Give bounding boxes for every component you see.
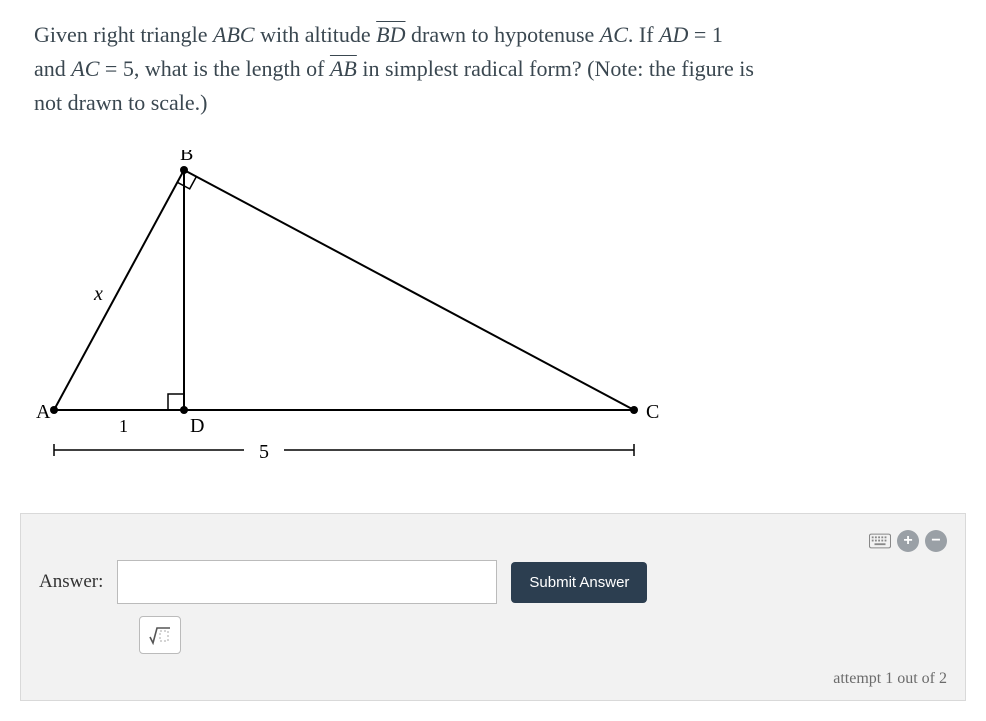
problem-card: Given right triangle ABC with altitude B… (0, 0, 986, 721)
text: and (34, 56, 71, 81)
svg-text:B: B (180, 150, 193, 165)
svg-text:C: C (646, 401, 659, 423)
zoom-out-icon[interactable]: − (925, 530, 947, 552)
triangle-figure: A B C Dx 1 5 (34, 150, 674, 480)
submit-answer-button[interactable]: Submit Answer (511, 562, 647, 603)
problem-statement: Given right triangle ABC with altitude B… (0, 0, 986, 130)
eq1-eq: = (688, 22, 711, 47)
hypotenuse-seg: AC (600, 22, 628, 47)
text: Given right triangle (34, 22, 213, 47)
altitude-seg: BD (376, 22, 405, 47)
text: not drawn to scale.) (34, 90, 208, 115)
answer-label: Answer: (39, 571, 103, 593)
svg-text:D: D (190, 415, 204, 437)
svg-text:1: 1 (119, 416, 128, 436)
sqrt-button[interactable] (139, 616, 181, 654)
svg-text:5: 5 (259, 441, 269, 463)
keyboard-icon[interactable] (869, 530, 891, 552)
svg-text:x: x (93, 283, 103, 305)
tool-row: + − (39, 530, 947, 552)
answer-input[interactable] (117, 560, 497, 604)
text: , what is the length of (134, 56, 330, 81)
sqrt-button-row (139, 616, 947, 654)
text: in simplest radical form? (Note: the fig… (357, 56, 754, 81)
answer-panel: + − Answer: Submit Answer attempt 1 out … (20, 513, 966, 701)
eq2-lhs: AC (71, 56, 99, 81)
svg-text:A: A (36, 401, 51, 423)
triangle-name: ABC (213, 22, 255, 47)
zoom-in-icon[interactable]: + (897, 530, 919, 552)
figure-area: A B C Dx 1 5 (0, 130, 986, 505)
answer-row: Answer: Submit Answer (39, 560, 947, 604)
attempt-counter: attempt 1 out of 2 (39, 670, 947, 688)
eq1-lhs: AD (659, 22, 688, 47)
text: with altitude (255, 22, 377, 47)
eq2-rhs: 5 (123, 56, 134, 81)
text: drawn to hypotenuse (406, 22, 600, 47)
eq2-eq: = (99, 56, 122, 81)
ab-seg: AB (330, 56, 357, 81)
eq1-rhs: 1 (712, 22, 723, 47)
sqrt-icon (149, 625, 171, 645)
text: . If (628, 22, 659, 47)
